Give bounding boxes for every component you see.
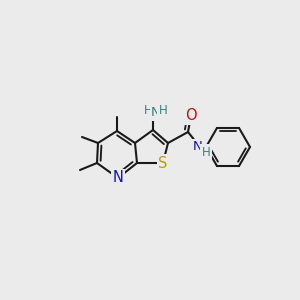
Text: N: N xyxy=(151,106,161,119)
Text: H: H xyxy=(202,146,210,158)
Text: N: N xyxy=(112,170,123,185)
Text: N: N xyxy=(193,140,203,154)
Text: H: H xyxy=(144,103,152,116)
Text: H: H xyxy=(159,103,167,116)
Text: S: S xyxy=(158,155,168,170)
Text: O: O xyxy=(185,109,197,124)
